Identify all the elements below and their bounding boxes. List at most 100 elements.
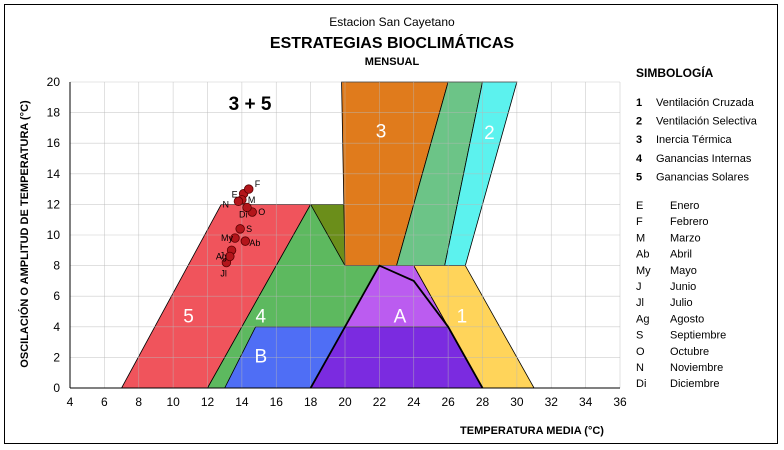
month-label-O: Octubre xyxy=(670,346,709,358)
point-label-J: J xyxy=(220,250,225,260)
points-layer: E FM Ab My J Jl Ag SO N Di xyxy=(216,179,265,278)
axes-layer: 4 6 8 10 12 14 16 18 20 22 24 26 28 30 32 34 36024681012… xyxy=(47,75,627,409)
y-axis-label: OSCILACIÓN O AMPLITUD DE TEMPERATURA (°C… xyxy=(18,100,31,368)
point-label-N: N xyxy=(222,199,229,209)
month-label-S: Septiembre xyxy=(670,330,726,342)
zone-label-5: 5 xyxy=(183,307,194,328)
x-tick-label: 18 xyxy=(304,395,318,409)
chart-subtitle: MENSUAL xyxy=(365,56,420,68)
month-key-Ab: Ab xyxy=(636,249,649,261)
point-F xyxy=(244,184,254,194)
point-My xyxy=(230,233,240,243)
month-key-M: M xyxy=(636,232,645,244)
chart-title: ESTRATEGIAS BIOCLIMÁTICAS xyxy=(270,33,514,52)
zone-label-2: 2 xyxy=(484,123,495,144)
x-tick-label: 34 xyxy=(579,395,593,409)
month-label-Ag: Agosto xyxy=(670,313,704,325)
point-Di xyxy=(242,202,252,213)
month-key-S: S xyxy=(636,330,643,342)
point-label-S: S xyxy=(246,224,252,234)
month-key-J: J xyxy=(636,281,642,293)
point-S xyxy=(235,224,245,234)
x-tick-label: 22 xyxy=(373,395,387,409)
y-tick-label: 12 xyxy=(47,197,61,211)
month-label-Ab: Abril xyxy=(670,249,692,261)
legend-label-4: Ganancias Internas xyxy=(656,153,752,165)
x-tick-label: 36 xyxy=(613,395,627,409)
month-key-N: N xyxy=(636,362,644,374)
y-tick-label: 10 xyxy=(47,228,61,242)
x-tick-label: 20 xyxy=(338,395,352,409)
legend: SIMBOLOGÍA 1 Ventilación Cruzada 2 Ventilac… xyxy=(636,65,758,390)
y-tick-label: 18 xyxy=(47,106,61,120)
month-label-Jl: Julio xyxy=(670,297,693,309)
y-tick-label: 20 xyxy=(47,75,61,89)
month-label-J: Junio xyxy=(670,281,696,293)
point-label-F: F xyxy=(255,179,261,189)
x-tick-label: 24 xyxy=(407,395,421,409)
zone-label-3: 3 xyxy=(376,122,387,143)
legend-label-5: Ganancias Solares xyxy=(656,171,749,183)
month-label-E: Enero xyxy=(670,200,699,212)
x-tick-label: 16 xyxy=(270,395,284,409)
x-tick-label: 32 xyxy=(545,395,559,409)
point-label-E: E xyxy=(232,190,238,200)
x-tick-label: 30 xyxy=(510,395,524,409)
month-key-Ag: Ag xyxy=(636,313,649,325)
point-Ag xyxy=(225,251,235,262)
legend-label-1: Ventilación Cruzada xyxy=(656,97,755,109)
legend-title: SIMBOLOGÍA xyxy=(636,65,714,80)
legend-key-3: 3 xyxy=(636,134,642,146)
x-tick-label: 6 xyxy=(101,395,108,409)
zone-label-A: A xyxy=(394,307,407,328)
legend-label-2: Ventilación Selectiva xyxy=(656,116,758,128)
point-label-Ag: Ag xyxy=(216,251,227,261)
point-label-My: My xyxy=(221,233,233,243)
legend-key-2: 2 xyxy=(636,116,642,128)
y-tick-label: 16 xyxy=(47,136,61,150)
month-key-O: O xyxy=(636,346,645,358)
y-tick-label: 8 xyxy=(53,259,60,273)
month-key-Di: Di xyxy=(636,378,646,390)
x-tick-label: 14 xyxy=(235,395,249,409)
x-tick-label: 26 xyxy=(441,395,455,409)
comfort-boundary-line xyxy=(309,264,484,389)
x-tick-label: 4 xyxy=(67,395,74,409)
month-label-M: Marzo xyxy=(670,232,701,244)
point-label-Di: Di xyxy=(239,209,248,219)
y-tick-label: 4 xyxy=(53,320,60,334)
zone-label-1: 1 xyxy=(457,307,468,328)
chart-frame xyxy=(4,4,778,444)
month-key-F: F xyxy=(636,216,643,228)
y-tick-label: 0 xyxy=(53,381,60,395)
point-Ab xyxy=(240,236,251,246)
zone-label-B: B xyxy=(254,346,267,367)
month-label-My: Mayo xyxy=(670,265,697,277)
month-label-Di: Diciembre xyxy=(670,378,720,390)
legend-label-3: Inercia Térmica xyxy=(656,134,732,146)
x-tick-label: 10 xyxy=(166,395,180,409)
point-label-O: O xyxy=(258,207,265,217)
zone-label-4: 4 xyxy=(255,307,266,328)
y-tick-label: 2 xyxy=(53,350,60,364)
x-tick-label: 8 xyxy=(135,395,142,409)
legend-key-5: 5 xyxy=(636,171,642,183)
point-N xyxy=(233,196,244,207)
x-tick-label: 12 xyxy=(201,395,215,409)
y-tick-label: 14 xyxy=(47,167,61,181)
point-label-Jl: Jl xyxy=(220,269,227,279)
month-label-N: Noviembre xyxy=(670,362,723,374)
legend-key-1: 1 xyxy=(636,97,642,109)
point-label-Ab: Ab xyxy=(249,238,260,248)
zone-labels-layer: 5 4 B A 3 2 1 xyxy=(183,122,494,368)
y-tick-label: 6 xyxy=(53,289,60,303)
month-key-Jl: Jl xyxy=(636,297,644,309)
chart-supertitle: Estacion San Cayetano xyxy=(329,15,455,29)
legend-key-4: 4 xyxy=(636,153,643,165)
x-axis-label: TEMPERATURA MEDIA (°C) xyxy=(460,425,604,437)
month-key-My: My xyxy=(636,265,651,277)
month-label-F: Febrero xyxy=(670,216,709,228)
boundary-layer xyxy=(309,264,484,389)
strategy-annotation: 3 + 5 xyxy=(229,94,272,115)
